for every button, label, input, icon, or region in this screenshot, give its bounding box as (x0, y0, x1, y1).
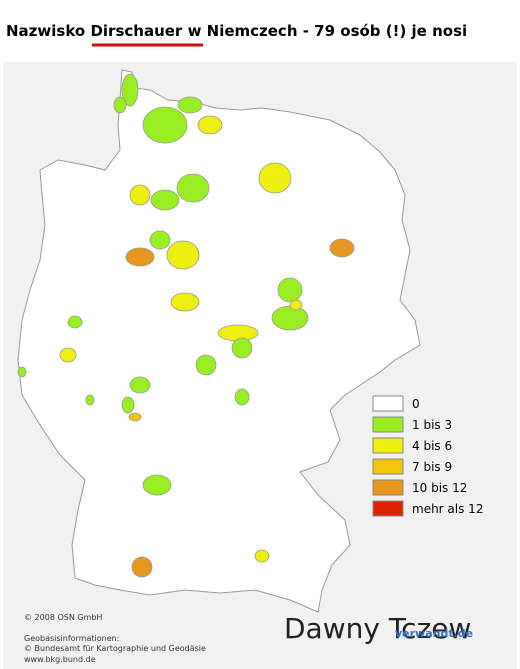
geo-info: Geobasisinformationen: (24, 634, 119, 643)
region (67, 315, 83, 329)
region (166, 240, 200, 270)
legend-label: 0 (412, 397, 420, 411)
region (277, 277, 303, 303)
region (177, 96, 203, 114)
region (59, 347, 77, 363)
title-surname: Dirschauer (90, 22, 182, 40)
copyright: © 2008 OSN GmbH (24, 613, 102, 622)
legend-swatch (372, 458, 404, 475)
region (131, 556, 153, 578)
logo: verwandt.de (395, 627, 473, 640)
region (17, 366, 27, 378)
region (176, 173, 210, 203)
title-part: w Niemczech - 79 osób (!) je nosi (188, 22, 468, 40)
legend: 0 1 bis 3 4 bis 6 7 bis 9 10 bis 12 mehr als … (372, 395, 483, 517)
region (129, 184, 151, 206)
region (231, 337, 253, 359)
region (150, 189, 180, 211)
region (329, 238, 355, 258)
legend-label: 10 bis 12 (412, 481, 467, 495)
legend-label: 1 bis 3 (412, 418, 452, 432)
regions (17, 73, 355, 578)
legend-swatch (372, 437, 404, 454)
region (254, 549, 270, 563)
region (197, 115, 223, 135)
legend-swatch (372, 395, 404, 412)
geo-info: www.bkg.bund.de (24, 655, 96, 664)
region (121, 396, 135, 414)
region (170, 292, 200, 312)
germany-outline (17, 69, 421, 613)
region (289, 299, 303, 311)
watermark: Dawny Tczew (284, 612, 471, 645)
region (142, 474, 172, 496)
region (128, 412, 142, 422)
title-part: Nazwisko (6, 22, 85, 40)
legend-swatch (372, 479, 404, 496)
region (85, 394, 95, 406)
legend-label: 7 bis 9 (412, 460, 452, 474)
region (121, 73, 139, 107)
region (129, 376, 151, 394)
region (125, 247, 155, 267)
legend-swatch (372, 500, 404, 517)
title: Nazwisko Dirschauer w Niemczech - 79 osó… (6, 22, 467, 40)
legend-label: mehr als 12 (412, 502, 483, 516)
legend-label: 4 bis 6 (412, 439, 452, 453)
region (195, 354, 217, 376)
region (113, 96, 127, 114)
region (271, 305, 309, 331)
region (258, 162, 292, 194)
legend-swatch (372, 416, 404, 433)
geo-info: © Bundesamt für Kartographie und Geodäsi… (24, 644, 206, 653)
region (142, 106, 188, 144)
region (234, 388, 250, 406)
region (149, 230, 171, 250)
